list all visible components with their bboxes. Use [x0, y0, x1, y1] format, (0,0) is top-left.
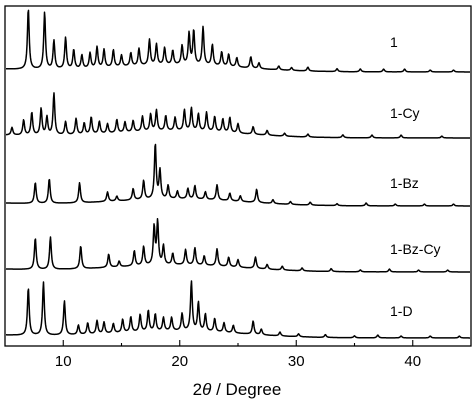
series-label: 1-D: [390, 303, 413, 319]
series-label: 1-Bz-Cy: [390, 241, 441, 257]
series-label: 1-Cy: [390, 105, 420, 121]
x-axis-ticks: 10 20 30 40: [55, 340, 421, 370]
series-line-1-cy: [5, 92, 471, 139]
series-group: 1 1-Cy 1-Bz 1-Bz-Cy 1-D: [5, 9, 471, 339]
series-label: 1-Bz: [390, 175, 419, 191]
series-label: 1: [390, 34, 398, 50]
series-line-1: [5, 9, 471, 73]
x-tick-label: 10: [55, 353, 72, 370]
x-tick-label: 40: [404, 353, 421, 370]
series-line-1-bz-cy: [5, 218, 471, 273]
x-tick-label: 20: [171, 353, 188, 370]
x-axis-title: 2θ / Degree: [193, 380, 282, 399]
x-tick-label: 30: [288, 353, 305, 370]
series-line-1-bz: [5, 143, 471, 207]
series-line-1-d: [5, 280, 471, 339]
